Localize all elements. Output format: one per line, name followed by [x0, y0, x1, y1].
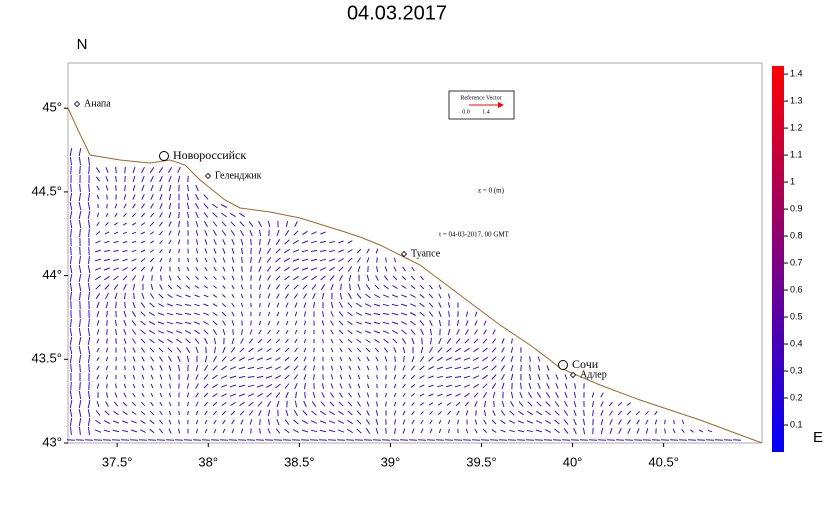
colorbar-tick-label: 0.5: [790, 311, 803, 321]
colorbar-tick-label: 0.2: [790, 392, 803, 402]
city-marker: [73, 100, 81, 108]
city-label: Туапсе: [411, 248, 441, 259]
y-tick-label: 44°: [42, 267, 62, 282]
y-tick-label: 44.5°: [31, 183, 62, 198]
colorbar-tick-label: 0.7: [790, 257, 803, 267]
reference-max: 1.4: [482, 109, 490, 115]
y-tick-label: 43.5°: [31, 351, 62, 366]
x-tick-label: 37.5°: [102, 454, 133, 469]
x-tick-label: 40.5°: [648, 454, 679, 469]
colorbar-tick-label: 0.4: [790, 338, 803, 348]
reference-title: Reference Vector: [460, 94, 501, 101]
current-vectors: [66, 148, 742, 441]
colorbar-tick-label: 1.1: [790, 149, 803, 159]
colorbar-tick-label: 1.2: [790, 122, 803, 132]
map-frame: [67, 62, 763, 444]
reference-arrowhead: [498, 102, 504, 108]
x-axis-label: E: [813, 429, 823, 446]
city-marker: [204, 172, 212, 180]
colorbar-tick-label: 0.9: [790, 203, 803, 213]
depth-label: z = 0 (m): [478, 187, 505, 195]
city-label: Анапа: [84, 98, 111, 109]
colorbar-tick-label: 1.4: [790, 68, 803, 78]
title: 04.03.2017: [347, 2, 447, 24]
colorbar-tick-label: 0.1: [790, 419, 803, 429]
city-label: Геленджик: [215, 170, 262, 181]
x-tick-label: 39°: [381, 454, 401, 469]
y-tick-label: 45°: [42, 100, 62, 115]
colorbar-tick-label: 0.8: [790, 230, 803, 240]
colorbar-tick-label: 1.3: [790, 95, 803, 105]
colorbar: [772, 66, 784, 452]
y-tick-label: 43°: [42, 434, 62, 449]
time-label: t = 04-03-2017, 00 GMT: [439, 231, 510, 239]
x-tick-label: 38.5°: [284, 454, 315, 469]
colorbar-tick-label: 0.3: [790, 365, 803, 375]
x-tick-label: 40°: [563, 454, 583, 469]
x-tick-label: 38°: [198, 454, 218, 469]
city-label: Адлер: [580, 369, 607, 380]
x-tick-label: 39.5°: [466, 454, 497, 469]
reference-min: 0.0: [462, 109, 470, 115]
city-label: Сочи: [572, 357, 599, 371]
colorbar-tick-label: 0.6: [790, 284, 803, 294]
colorbar-tick-label: 1: [790, 176, 795, 186]
y-axis-label: N: [77, 36, 88, 53]
city-label: Новороссийск: [173, 148, 246, 162]
city-marker: [558, 360, 568, 370]
city-marker: [400, 250, 408, 258]
city-marker: [569, 371, 577, 379]
city-marker: [159, 151, 169, 161]
